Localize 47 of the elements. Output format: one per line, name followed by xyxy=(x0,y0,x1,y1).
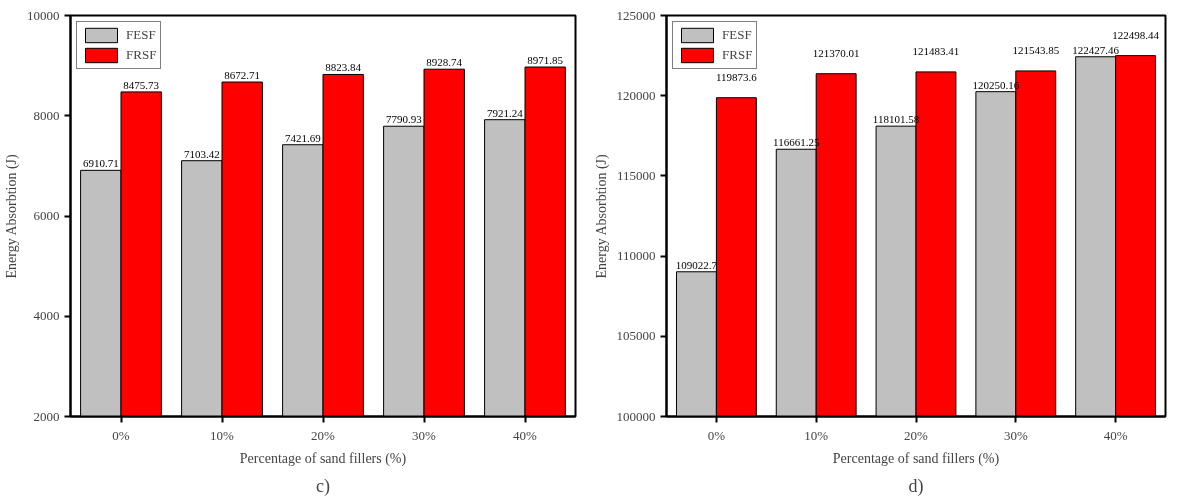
data-label: 121370.01 xyxy=(812,46,860,59)
data-label: 122498.44 xyxy=(1112,28,1160,41)
legend-label: FESF xyxy=(722,27,752,43)
y-tick-label: 120000 xyxy=(616,87,656,103)
y-axis-title: Energy Absorbtion (J) xyxy=(4,153,20,279)
legend-label: FRSF xyxy=(126,47,157,63)
x-tick-label: 10% xyxy=(210,427,235,443)
data-label: 8823.84 xyxy=(325,61,362,74)
data-label: 119873.6 xyxy=(715,70,758,83)
x-tick-label: 0% xyxy=(707,427,726,443)
y-tick-label: 110000 xyxy=(616,248,656,264)
legend-label: FESF xyxy=(126,27,156,43)
x-tick-label: 30% xyxy=(412,427,437,443)
y-tick-label: 8000 xyxy=(33,107,60,123)
y-axis-title: Energy Absorbtion (J) xyxy=(593,153,610,279)
x-axis-title: Percentage of sand fillers (%) xyxy=(239,450,407,467)
data-label: 122427.46 xyxy=(1072,43,1120,56)
x-tick-label: 20% xyxy=(904,427,929,443)
data-label: 7103.42 xyxy=(183,147,220,160)
y-tick-label: 4000 xyxy=(33,308,60,324)
x-axis-title: Percentage of sand fillers (%) xyxy=(832,450,1000,467)
text: c) xyxy=(316,475,330,497)
y-tick-label: 100000 xyxy=(616,408,656,424)
data-label: 7921.24 xyxy=(486,106,524,119)
data-label: 7790.93 xyxy=(385,113,423,126)
y-tick-label: 2000 xyxy=(33,408,60,424)
data-label: 8672.71 xyxy=(224,69,261,82)
x-tick-label: 30% xyxy=(1003,427,1028,443)
x-tick-label: 40% xyxy=(513,427,538,443)
y-tick-label: 115000 xyxy=(616,167,656,183)
x-tick-label: 10% xyxy=(804,427,829,443)
legend-label: FRSF xyxy=(722,47,753,63)
data-label: 8928.74 xyxy=(426,56,463,69)
y-tick-label: 6000 xyxy=(33,208,60,223)
x-tick-label: 40% xyxy=(1103,427,1128,443)
x-tick-label: 20% xyxy=(311,427,336,443)
data-label: 8971.85 xyxy=(527,54,564,67)
x-tick-label: 0% xyxy=(112,427,130,443)
y-tick-label: 125000 xyxy=(616,7,656,23)
data-label: 7421.69 xyxy=(284,131,322,144)
data-label: 121483.41 xyxy=(912,44,960,57)
y-tick-label: 105000 xyxy=(616,328,656,344)
y-tick-label: 10000 xyxy=(27,7,60,23)
data-label: 121543.85 xyxy=(1012,43,1060,56)
text: d) xyxy=(908,475,924,497)
data-label: 6910.71 xyxy=(82,157,119,170)
data-label: 8475.73 xyxy=(123,78,160,91)
